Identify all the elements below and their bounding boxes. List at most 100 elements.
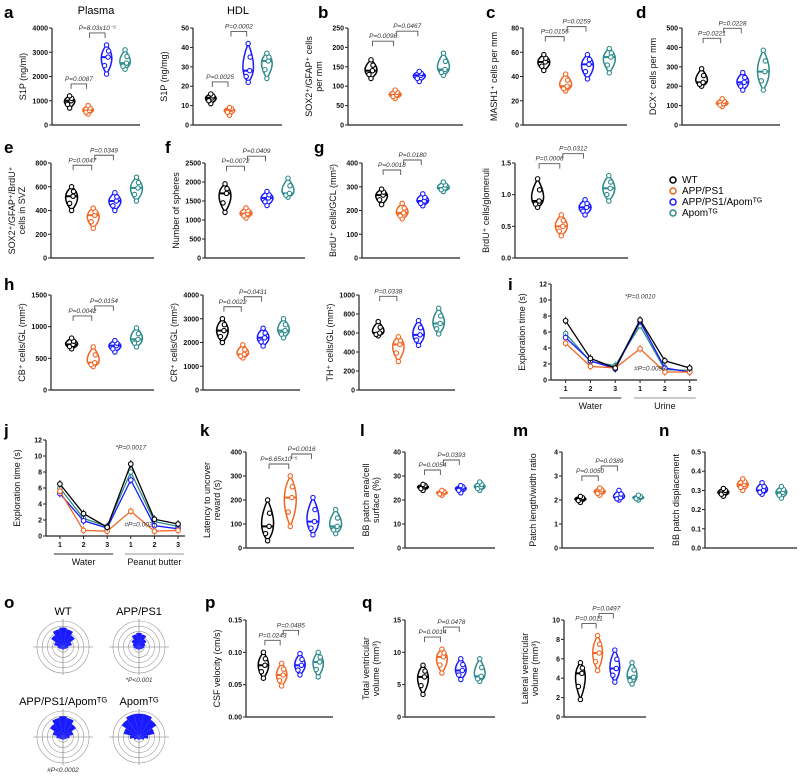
data-point bbox=[662, 357, 668, 364]
data-point bbox=[262, 330, 268, 336]
data-point bbox=[637, 317, 643, 323]
data-point bbox=[594, 632, 601, 639]
data-point bbox=[536, 198, 542, 204]
data-point bbox=[80, 527, 87, 534]
polar-plot: APP/PS1 *P<0.001 bbox=[109, 606, 169, 684]
violin-apom bbox=[775, 483, 788, 501]
p-value-label: P=0.0389 bbox=[595, 458, 623, 465]
significance-bracket bbox=[264, 639, 281, 646]
polar-sector bbox=[63, 647, 67, 650]
panel-violin-10: 0 1000 2000 3000 4000 CR⁺ cells/GL (mm²) P=0.0… bbox=[169, 289, 300, 395]
panel-violin-7: g 0 100 200 300 400 BrdU⁺ cells/GCL (mm²) P=0.0… bbox=[314, 138, 460, 263]
data-point bbox=[478, 664, 485, 671]
p-value-label: P=0.0338 bbox=[374, 288, 402, 295]
significance-bracket bbox=[89, 32, 106, 38]
data-point bbox=[582, 68, 589, 75]
data-point bbox=[700, 79, 706, 86]
polar-sector bbox=[131, 639, 139, 647]
y-tick-label: 20 bbox=[511, 98, 519, 105]
data-point bbox=[68, 207, 75, 214]
y-tick-label: 60 bbox=[511, 50, 519, 57]
panel-violin-8: 0.0 0.5 1.0 1.5 BrdU⁺ cells/glomeruli P=0.000… bbox=[481, 146, 628, 263]
p-value-label: P=0.0478 bbox=[437, 619, 465, 626]
polar-sector bbox=[52, 629, 63, 647]
data-point bbox=[415, 317, 422, 324]
data-point bbox=[440, 179, 447, 185]
panel-label: l bbox=[360, 421, 365, 440]
y-axis-label: per mm bbox=[314, 61, 324, 92]
x-tick-label: 3 bbox=[613, 386, 617, 393]
polar-sector bbox=[56, 735, 63, 739]
violin-appps bbox=[236, 342, 250, 361]
data-point bbox=[401, 205, 407, 211]
panel-label: c bbox=[486, 3, 495, 22]
data-point bbox=[80, 510, 87, 517]
x-tick-label: 2 bbox=[588, 386, 592, 393]
p-value-label: P=0.0409 bbox=[242, 148, 270, 155]
data-point bbox=[240, 342, 246, 348]
x-tick-label: 2 bbox=[82, 542, 86, 549]
p-value-label: P=0.0485 bbox=[277, 622, 305, 629]
data-point bbox=[604, 191, 610, 198]
panel-label: m bbox=[513, 421, 528, 440]
data-point bbox=[720, 485, 727, 492]
data-point bbox=[613, 665, 620, 672]
data-point bbox=[762, 58, 769, 64]
panel-label: k bbox=[200, 421, 210, 440]
polar-sector bbox=[139, 634, 147, 647]
polar-sector bbox=[51, 635, 63, 647]
violin-apppsapom bbox=[454, 482, 467, 496]
data-point bbox=[662, 369, 668, 375]
y-tick-label: 40 bbox=[393, 450, 401, 457]
y-tick-label: 15 bbox=[393, 618, 401, 625]
polar-sector bbox=[63, 647, 66, 650]
y-tick-label: 4 bbox=[38, 502, 42, 509]
polar-sector bbox=[139, 737, 145, 740]
data-point bbox=[151, 528, 158, 535]
panel-violin-15: l 0 10 20 30 40 BB patch area/cell surface (%) P… bbox=[360, 421, 495, 553]
legend-item: APP/PS1 bbox=[669, 186, 724, 197]
polar-sector bbox=[129, 735, 139, 739]
significance-bracket bbox=[566, 26, 587, 32]
data-point bbox=[376, 197, 383, 203]
data-point bbox=[474, 676, 481, 682]
panel-violin-2: b 0 50 100 150 200 250 SOX2⁺/GFAP⁺ cells per mm P… bbox=[304, 3, 463, 130]
p-value-label: P=0.0016 bbox=[288, 446, 316, 453]
significance-bracket bbox=[70, 83, 88, 89]
y-tick-label: 300 bbox=[230, 474, 242, 481]
violin-apppsapom bbox=[108, 337, 122, 355]
significance-bracket bbox=[424, 469, 441, 475]
data-point bbox=[741, 79, 748, 86]
significance-bracket bbox=[247, 155, 266, 162]
y-tick-label: 4 bbox=[556, 676, 560, 683]
series-wt bbox=[562, 316, 693, 372]
data-point bbox=[630, 674, 637, 680]
data-point bbox=[778, 483, 785, 490]
y-tick-label: 0.4 bbox=[691, 469, 701, 476]
data-point bbox=[742, 74, 748, 81]
y-axis-label: DCX⁺ cells per mm bbox=[648, 38, 658, 115]
violin-appps bbox=[239, 205, 253, 221]
y-tick-label: 0.1 bbox=[691, 526, 701, 533]
polar-sector bbox=[61, 737, 63, 740]
x-group-label: Water bbox=[72, 557, 96, 567]
significance-bracket bbox=[702, 37, 722, 44]
panel-violin-4: d 0 100 200 300 400 500 DCX⁺ cells per mm P=0.02… bbox=[636, 3, 780, 130]
y-tick-label: 2000 bbox=[185, 180, 201, 187]
polar-sector bbox=[133, 737, 139, 740]
data-point bbox=[90, 344, 96, 350]
data-point bbox=[332, 506, 339, 513]
data-point bbox=[433, 325, 440, 332]
data-point bbox=[560, 223, 566, 230]
data-point bbox=[317, 654, 323, 660]
data-point bbox=[226, 104, 233, 111]
violin-apom bbox=[436, 50, 451, 79]
data-point bbox=[370, 62, 376, 68]
polar-sector bbox=[52, 717, 63, 737]
legend-label: WT bbox=[682, 175, 698, 186]
p-value-label: P=0.0312 bbox=[559, 146, 587, 153]
y-tick-label: 2 bbox=[554, 498, 558, 505]
data-point bbox=[262, 530, 269, 537]
data-point bbox=[127, 477, 134, 483]
violin-appps bbox=[554, 212, 569, 239]
